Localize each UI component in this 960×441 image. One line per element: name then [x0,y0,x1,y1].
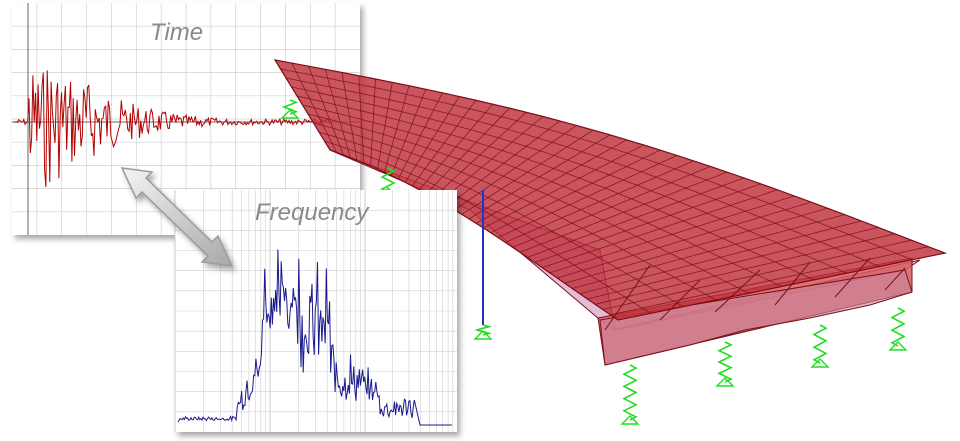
mesh-line [324,69,351,158]
mesh-line [527,177,745,258]
spring-coil [812,324,828,364]
mesh-line [291,62,338,153]
mesh-line [519,171,728,253]
mesh-line [468,134,611,220]
mesh-line [483,144,644,229]
deck-girder-face [599,269,913,366]
mesh-line [549,195,795,274]
mesh-line [454,125,577,211]
mesh-line [579,220,862,295]
time-waveform [13,70,330,188]
spring-support [280,99,300,119]
frequency-spectrum [177,249,452,426]
frequency-panel-grid [174,190,457,432]
mesh-line [308,66,344,156]
spring-coil [380,167,396,193]
spring-coil [890,307,906,347]
spring-coil [474,324,493,336]
mesh-line [426,107,510,194]
girder-diagonal [884,267,906,291]
time-signal-trace [13,70,330,188]
girder-diagonal [834,257,871,298]
mesh-line [476,139,627,224]
mesh-line [557,201,812,279]
mesh-line [505,160,694,243]
mesh-line [377,82,393,170]
spring-support [620,364,640,425]
bridge-deck-model [273,59,948,366]
frequency-panel: Frequency [174,190,457,432]
mesh-line [433,112,527,198]
spring-support [810,324,830,368]
mesh-line [572,214,845,289]
mesh-line [384,85,410,173]
mesh-line [594,233,895,305]
spring-coil [717,341,733,383]
time-panel-title: Time [150,19,203,46]
spring-supports [280,99,908,425]
girder-lines [604,257,906,331]
mesh-line [587,227,879,300]
mesh-line [404,96,460,183]
double-arrow-icon [120,167,234,267]
support-base [810,358,830,368]
mesh-line [390,89,427,176]
girder-diagonal [774,261,811,306]
frequency-panel-title: Frequency [255,199,370,226]
girder-diagonal [714,269,761,313]
girder-diagonal [659,279,701,321]
support-base [620,415,640,425]
mesh-line [447,120,561,207]
spring-support [888,307,908,351]
spring-support [473,324,493,340]
support-base [715,377,735,387]
mesh-line [411,99,477,187]
spring-coil [622,364,638,421]
support-base [473,330,493,340]
mesh-line [440,116,544,202]
mesh-line [370,78,376,167]
mesh-line [512,166,711,248]
mesh-line [534,183,761,263]
support-base [280,109,300,119]
girder-diagonal [604,264,651,331]
frequency-signal-trace [177,249,452,426]
mesh-line [610,246,929,316]
deck-mesh [273,59,948,321]
mesh-line [490,149,661,234]
mesh-line [497,155,678,238]
mesh-line [418,103,494,190]
support-base [888,341,908,351]
spring-support [715,341,735,387]
mesh-line [341,72,358,161]
mesh-line [358,75,365,164]
mesh-line [542,189,778,268]
mesh-line [397,92,443,180]
mesh-line [564,207,828,284]
spring-coil [281,99,299,115]
mesh-line [602,239,912,310]
